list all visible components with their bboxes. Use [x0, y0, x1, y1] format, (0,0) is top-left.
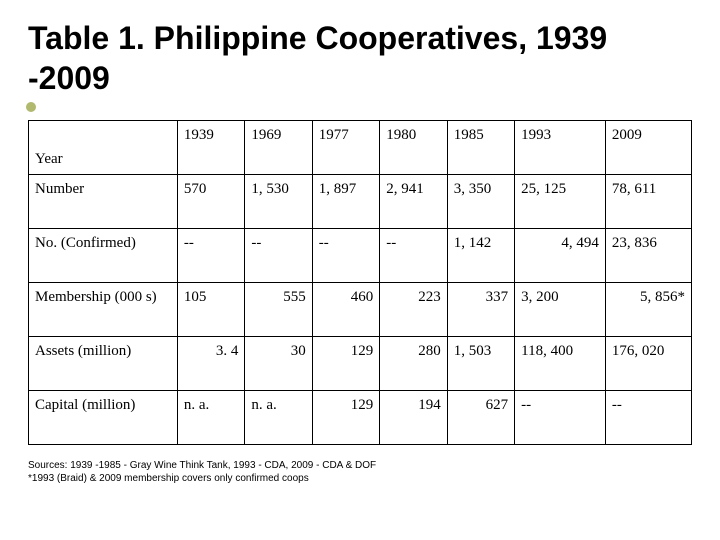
cell: 1, 530 — [245, 175, 312, 229]
cell: 3, 350 — [447, 175, 514, 229]
row-label: No. (Confirmed) — [29, 229, 178, 283]
cell: 176, 020 — [605, 337, 691, 391]
sources-line2: *1993 (Braid) & 2009 membership covers o… — [28, 472, 692, 485]
cell: 1, 897 — [312, 175, 379, 229]
table-row: Membership (000 s) 105 555 460 223 337 3… — [29, 283, 692, 337]
cell: -- — [245, 229, 312, 283]
cell: 570 — [177, 175, 244, 229]
cell: -- — [515, 391, 606, 445]
cell: 5, 856* — [605, 283, 691, 337]
cell: 3. 4 — [177, 337, 244, 391]
sources-footnote: Sources: 1939 -1985 - Gray Wine Think Ta… — [28, 459, 692, 485]
cell: -- — [312, 229, 379, 283]
header-year: 1993 — [515, 121, 606, 175]
title-text: Table 1. Philippine Cooperatives, 1939 -… — [28, 20, 607, 96]
row-label: Capital (million) — [29, 391, 178, 445]
cell: 4, 494 — [515, 229, 606, 283]
cell: n. a. — [177, 391, 244, 445]
cell: n. a. — [245, 391, 312, 445]
cell: 3, 200 — [515, 283, 606, 337]
cell: 223 — [380, 283, 447, 337]
cell: 2, 941 — [380, 175, 447, 229]
header-year: 1980 — [380, 121, 447, 175]
cell: 280 — [380, 337, 447, 391]
cell: 337 — [447, 283, 514, 337]
cell: 118, 400 — [515, 337, 606, 391]
cell: -- — [380, 229, 447, 283]
cell: 129 — [312, 391, 379, 445]
header-corner: Year — [29, 121, 178, 175]
accent-bullet — [26, 102, 36, 112]
row-label: Assets (million) — [29, 337, 178, 391]
sources-line1: Sources: 1939 -1985 - Gray Wine Think Ta… — [28, 459, 692, 472]
row-label: Membership (000 s) — [29, 283, 178, 337]
page-title: Table 1. Philippine Cooperatives, 1939 -… — [28, 18, 692, 98]
cell: 460 — [312, 283, 379, 337]
cell: 23, 836 — [605, 229, 691, 283]
cell: -- — [605, 391, 691, 445]
cell: 1, 142 — [447, 229, 514, 283]
cell: 555 — [245, 283, 312, 337]
table-row: Number 570 1, 530 1, 897 2, 941 3, 350 2… — [29, 175, 692, 229]
header-year: 1969 — [245, 121, 312, 175]
cell: 627 — [447, 391, 514, 445]
header-year: 1977 — [312, 121, 379, 175]
data-table: Year 1939 1969 1977 1980 1985 1993 2009 … — [28, 120, 692, 445]
header-year: 2009 — [605, 121, 691, 175]
table-row: Assets (million) 3. 4 30 129 280 1, 503 … — [29, 337, 692, 391]
table-header-row: Year 1939 1969 1977 1980 1985 1993 2009 — [29, 121, 692, 175]
cell: 194 — [380, 391, 447, 445]
header-year: 1985 — [447, 121, 514, 175]
cell: 25, 125 — [515, 175, 606, 229]
cell: 105 — [177, 283, 244, 337]
cell: 78, 611 — [605, 175, 691, 229]
row-label: Number — [29, 175, 178, 229]
cell: 30 — [245, 337, 312, 391]
data-table-container: Year 1939 1969 1977 1980 1985 1993 2009 … — [28, 120, 692, 445]
cell: 1, 503 — [447, 337, 514, 391]
cell: -- — [177, 229, 244, 283]
cell: 129 — [312, 337, 379, 391]
table-row: No. (Confirmed) -- -- -- -- 1, 142 4, 49… — [29, 229, 692, 283]
table-row: Capital (million) n. a. n. a. 129 194 62… — [29, 391, 692, 445]
header-year: 1939 — [177, 121, 244, 175]
